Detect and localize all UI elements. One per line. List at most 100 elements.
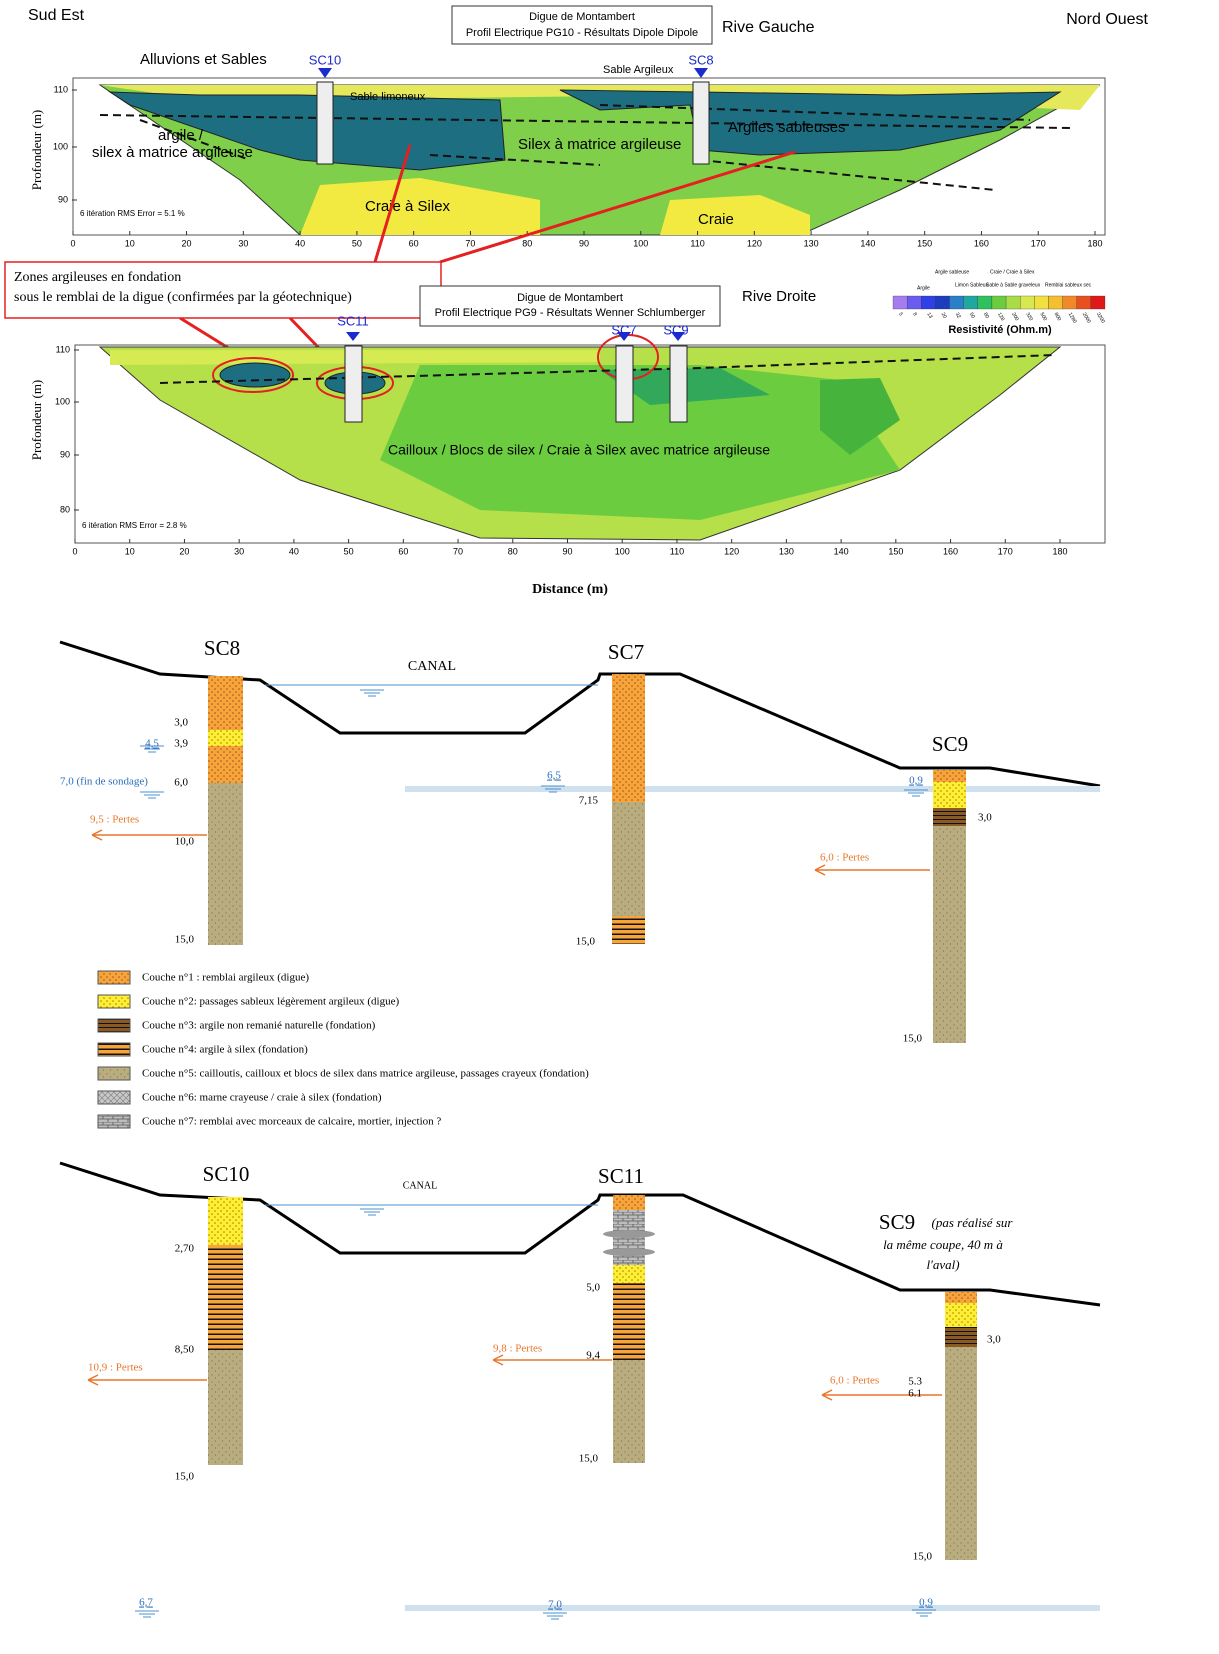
legend-group: Argile sableuse [935, 269, 969, 275]
water-level: 6,7 [139, 1597, 153, 1609]
scale-label: 13 [925, 312, 933, 320]
depth: 15,0 [175, 934, 195, 946]
legend-item: Couche n°1 : remblai argileux (digue) [142, 972, 309, 984]
x-tick-label: 10 [125, 546, 135, 556]
section-1-rect [933, 770, 966, 782]
zone-label: Cailloux / Blocs de silex / Craie à Sile… [388, 442, 770, 458]
x-tick-label: 170 [998, 546, 1013, 556]
color-swatch [1063, 296, 1077, 309]
section-1-rect [208, 676, 243, 730]
scale-label: 800 [1053, 312, 1062, 322]
profile-pg9-ellipse [220, 363, 290, 387]
section-1-rect [933, 782, 966, 808]
borehole-title: SC11 [598, 1164, 644, 1188]
depth: 6.1 [908, 1388, 922, 1400]
scale-label: 8 [911, 312, 918, 318]
section-2-rect [208, 1245, 243, 1350]
water-level: 4,5 [145, 738, 159, 750]
x-tick-label: 30 [238, 238, 248, 248]
section-2-rect [613, 1360, 645, 1463]
x-tick-label: 130 [804, 238, 819, 248]
zone-label: Silex à matrice argileuse [518, 136, 681, 153]
x-tick-label: 80 [522, 238, 532, 248]
layer-legend-rect [98, 1043, 130, 1056]
profile-title: Profil Electrique PG10 - Résultats Dipol… [466, 27, 698, 39]
layer-legend-rect [98, 1091, 130, 1104]
section-2-rect [945, 1292, 977, 1303]
legend-title: Resistivité (Ohm.m) [948, 324, 1052, 336]
scale-label: 3200 [1095, 312, 1106, 325]
color-swatch [964, 296, 978, 309]
section-2-ellipse [603, 1230, 655, 1238]
zone-label: argile / [158, 127, 204, 144]
x-tick-label: 60 [398, 546, 408, 556]
note: la même coupe, 40 m à [883, 1237, 1003, 1252]
water-level: 0,9 [919, 1597, 933, 1609]
x-tick-label: 100 [615, 546, 630, 556]
scale-label: 200 [1010, 312, 1019, 322]
legend-group: Remblai sableux sec [1045, 282, 1092, 288]
x-tick-label: 140 [834, 546, 849, 556]
resistivity-legend: Argile sableuse Craie / Craie à Silex Ar… [893, 269, 1106, 336]
layer-legend-rect [98, 1067, 130, 1080]
canal-label: CANAL [408, 659, 456, 674]
zone-label: Sable limoneux [350, 91, 426, 103]
borehole-title: SC10 [203, 1162, 250, 1186]
loss-label: 10,9 : Pertes [88, 1362, 143, 1374]
y-tick-label: 110 [56, 344, 70, 354]
color-swatch [907, 296, 921, 309]
borehole-title: SC8 [204, 636, 240, 660]
profile-pg9: Digue de Montambert Profil Electrique PG… [29, 286, 1105, 597]
x-tick-label: 90 [579, 238, 589, 248]
legend-item: Couche n°5: cailloutis, cailloux et bloc… [142, 1068, 589, 1080]
profile-title: Profil Electrique PG9 - Résultats Wenner… [435, 307, 706, 319]
color-swatch [1077, 296, 1091, 309]
section-2-rect [613, 1265, 645, 1283]
section-1-rect [933, 808, 966, 826]
loss-label: 6,0 : Pertes [820, 852, 869, 864]
water-level: 7,0 [548, 1599, 562, 1611]
scale-label: 1280 [1067, 312, 1078, 325]
profile-pg9-rect [670, 346, 687, 422]
legend-group: Craie / Craie à Silex [990, 269, 1035, 275]
borehole-label: SC11 [337, 313, 369, 328]
axis-title: Profondeur (m) [29, 110, 44, 191]
depth: 15,0 [903, 1033, 923, 1045]
y-tick-label: 90 [60, 449, 70, 459]
note: (pas réalisé sur [932, 1215, 1014, 1230]
profile-pg10-rect [317, 82, 333, 164]
section-1-path [140, 690, 928, 798]
section-1-rect [405, 786, 1100, 792]
zone-label: silex à matrice argileuse [92, 144, 253, 161]
profile-pg10: Digue de Montambert Profil Electrique PG… [29, 6, 1105, 248]
profile-pg10-rect [693, 82, 709, 164]
section-2-rect [613, 1195, 645, 1210]
legend-item: Couche n°2: passages sableux légèrement … [142, 996, 399, 1008]
callout-text: sous le remblai de la digue (confirmées … [14, 290, 352, 305]
legend-group: Argile [917, 285, 930, 291]
depth: 15,0 [579, 1453, 599, 1465]
depth: 3,0 [978, 812, 992, 824]
x-tick-label: 30 [234, 546, 244, 556]
rms: 6 itération RMS Error = 2.8 % [82, 521, 187, 530]
water-level: 0,9 [909, 775, 923, 787]
legend-group: Sable à Sable graveleux [986, 282, 1041, 288]
section-1-rect [933, 826, 966, 1043]
zone-label: Craie [698, 211, 734, 228]
zone-label: Alluvions et Sables [140, 51, 267, 68]
section-2-rect [945, 1303, 977, 1327]
x-tick-label: 40 [289, 546, 299, 556]
x-tick-label: 90 [562, 546, 572, 556]
section-2: SC10 SC11 SC9 (pas réalisé sur la même c… [60, 1162, 1100, 1619]
borehole-label: SC7 [611, 322, 636, 337]
legend-item: Couche n°7: remblai avec morceaux de cal… [142, 1116, 441, 1128]
zone-label: Sable Argileux [603, 64, 674, 76]
section-2-rect [945, 1347, 977, 1560]
scale-label: 20 [940, 312, 948, 320]
borehole-label: SC10 [309, 52, 342, 67]
section-1-rect [208, 783, 243, 945]
section-2-path [135, 1209, 936, 1619]
x-tick-label: 0 [72, 546, 77, 556]
scale-label: 500 [1039, 312, 1048, 322]
x-tick-label: 10 [125, 238, 135, 248]
